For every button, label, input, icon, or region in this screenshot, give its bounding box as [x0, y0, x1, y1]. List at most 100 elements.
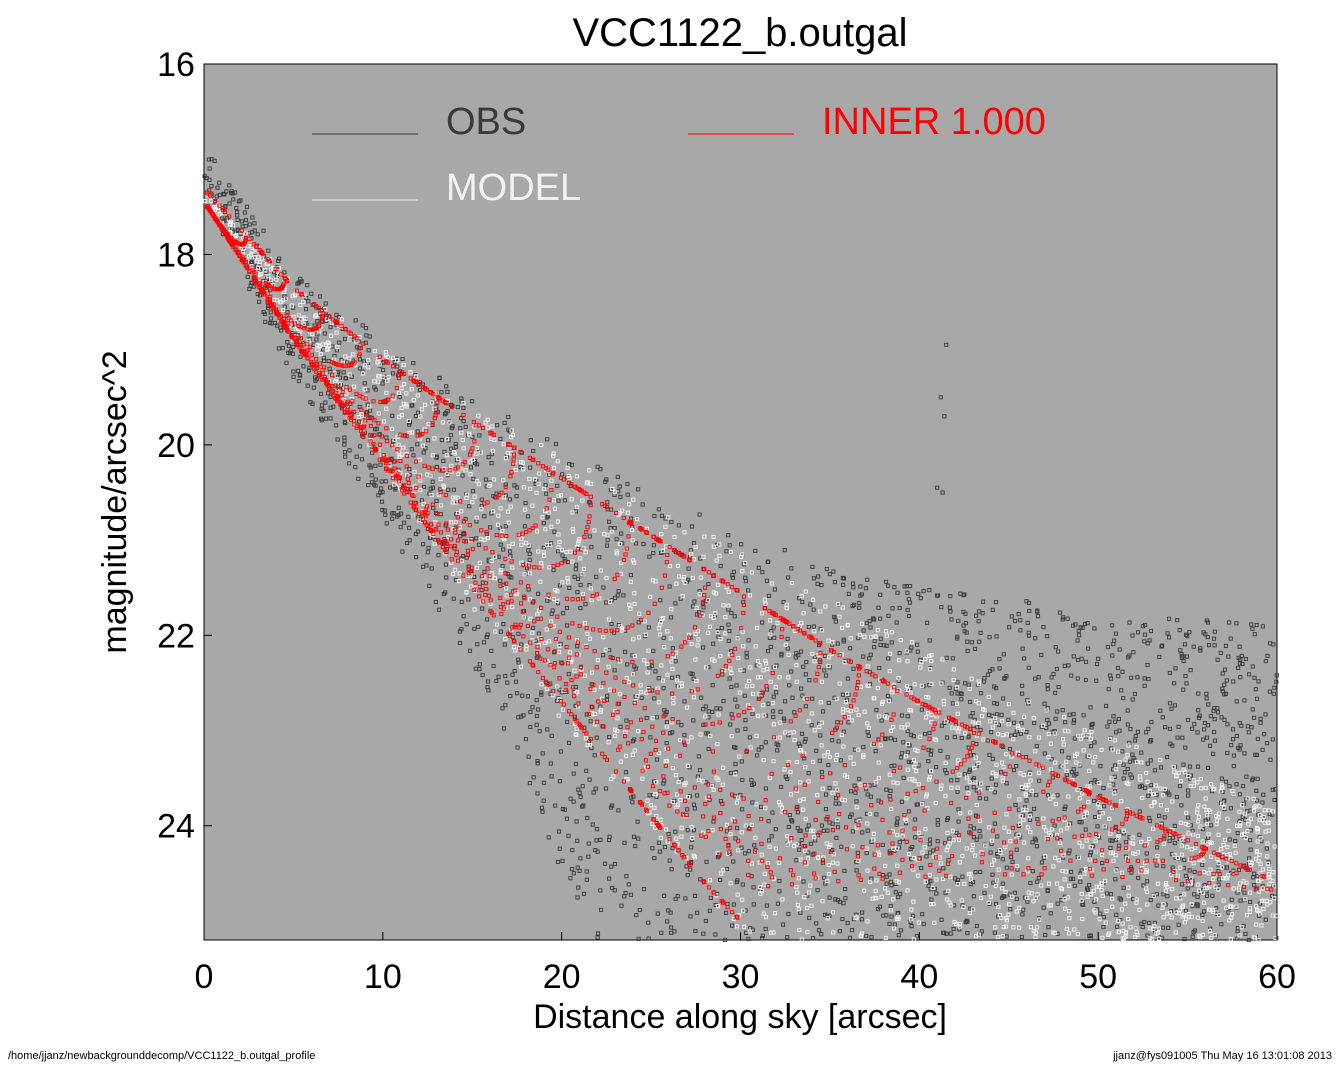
obs-point — [570, 848, 575, 853]
obs-point — [395, 514, 400, 519]
obs-point — [1260, 747, 1265, 752]
obs-point — [1125, 722, 1130, 727]
obs-point — [1045, 683, 1050, 688]
model-point — [1261, 867, 1266, 872]
model-point — [652, 805, 657, 810]
model-point — [527, 476, 532, 481]
obs-point — [1046, 925, 1051, 930]
obs-point — [549, 733, 554, 738]
model-point — [487, 483, 492, 488]
obs-point — [698, 768, 703, 773]
obs-point — [759, 804, 764, 809]
obs-point — [1185, 717, 1191, 722]
obs-point — [932, 886, 937, 891]
model-point — [1201, 890, 1206, 895]
obs-point — [505, 680, 510, 685]
model-point — [747, 678, 752, 684]
obs-point — [926, 747, 931, 752]
model-point — [895, 863, 900, 868]
obs-point — [520, 693, 525, 698]
obs-point — [243, 217, 249, 223]
model-point — [663, 524, 668, 529]
model-point — [1097, 814, 1102, 820]
model-point — [995, 732, 1001, 737]
model-point — [645, 661, 650, 666]
obs-point — [530, 625, 536, 630]
obs-point — [1194, 902, 1199, 907]
obs-point — [209, 157, 214, 162]
inner-point — [563, 559, 568, 564]
model-point — [900, 834, 905, 839]
model-point — [1133, 926, 1138, 931]
model-point — [1116, 929, 1121, 934]
obs-point — [872, 645, 877, 650]
model-point — [669, 607, 674, 612]
obs-point — [773, 827, 778, 832]
obs-point — [356, 476, 361, 481]
obs-point — [669, 867, 674, 872]
obs-point — [644, 715, 649, 721]
obs-point — [568, 796, 573, 801]
inner-point — [487, 574, 492, 579]
model-point — [876, 714, 881, 719]
model-point — [1204, 886, 1210, 891]
model-point — [866, 725, 871, 731]
model-point — [561, 688, 566, 693]
model-point — [451, 572, 456, 577]
model-point — [856, 712, 861, 718]
model-point — [1126, 893, 1131, 898]
inner-point — [509, 559, 514, 564]
obs-point — [833, 897, 838, 902]
model-point — [871, 696, 876, 701]
model-point — [326, 347, 331, 352]
model-point — [461, 401, 466, 406]
model-point — [1252, 935, 1257, 940]
obs-point — [322, 331, 327, 336]
obs-point — [844, 697, 849, 702]
model-point — [810, 651, 815, 657]
obs-point — [467, 648, 473, 653]
model-point — [433, 520, 438, 525]
obs-point — [445, 389, 450, 394]
obs-point — [1166, 925, 1171, 930]
model-point — [723, 615, 728, 620]
obs-point — [613, 595, 618, 600]
model-point — [544, 686, 549, 691]
model-point — [650, 578, 655, 583]
obs-point — [770, 810, 775, 815]
model-point — [983, 883, 988, 889]
model-point — [680, 594, 685, 599]
obs-point — [916, 591, 921, 596]
obs-point — [1271, 642, 1276, 647]
obs-point — [1263, 712, 1268, 717]
obs-point — [919, 865, 924, 871]
model-point — [472, 588, 477, 593]
obs-point — [436, 553, 441, 558]
obs-point — [1179, 655, 1184, 660]
obs-point — [662, 844, 667, 850]
obs-point — [1122, 770, 1127, 775]
model-point — [426, 422, 431, 427]
inner-point — [455, 515, 460, 520]
obs-point — [628, 892, 634, 897]
model-point — [1097, 884, 1102, 889]
obs-point — [845, 676, 850, 681]
obs-point — [746, 936, 751, 941]
model-point — [1247, 906, 1252, 911]
obs-point — [679, 777, 684, 782]
model-point — [1171, 764, 1176, 769]
model-point — [928, 902, 933, 907]
model-point — [505, 509, 511, 514]
obs-point — [1105, 724, 1110, 729]
obs-point — [1229, 743, 1234, 748]
obs-point — [1098, 911, 1103, 916]
obs-point — [1020, 691, 1025, 696]
obs-point — [1001, 652, 1006, 657]
inner-point — [438, 489, 443, 495]
model-point — [1239, 925, 1244, 930]
model-point — [1026, 856, 1031, 861]
model-point — [801, 807, 806, 812]
inner-point — [530, 600, 535, 605]
obs-point — [646, 920, 651, 925]
model-point — [898, 638, 903, 643]
